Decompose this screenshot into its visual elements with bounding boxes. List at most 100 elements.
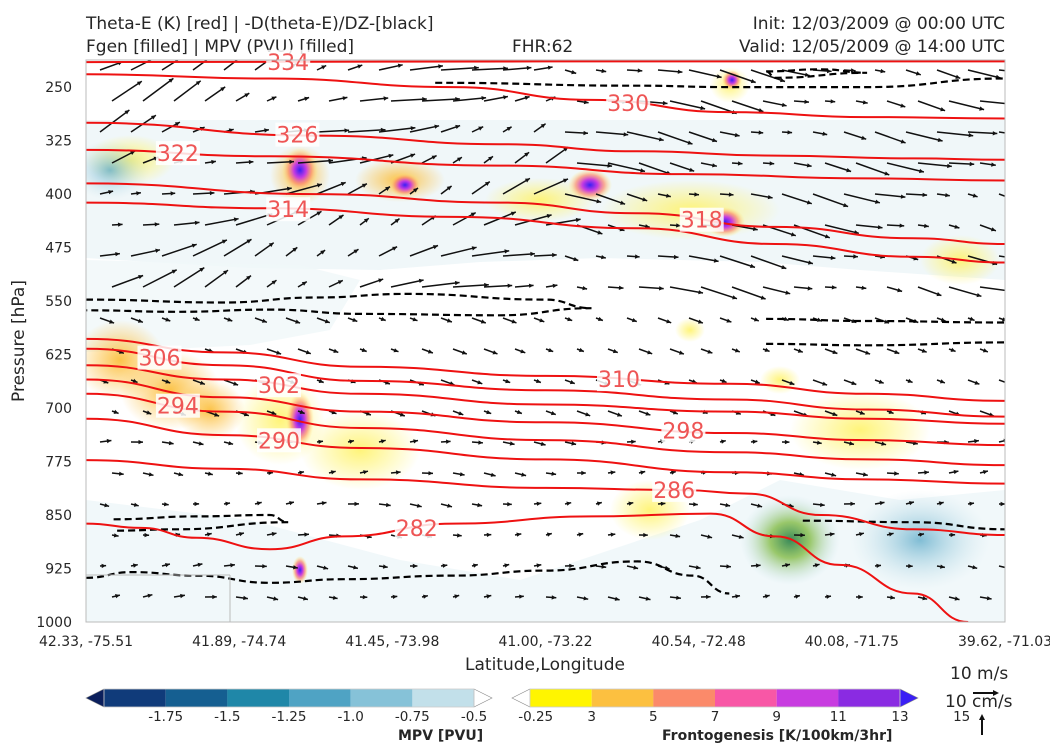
wind-vector-433 xyxy=(502,502,512,507)
wind-vector-342 xyxy=(483,410,492,415)
wind-vector-191 xyxy=(440,246,477,257)
wind-vector-290 xyxy=(731,348,741,353)
wind-vector-202 xyxy=(781,255,814,265)
wind-vector-89 xyxy=(998,131,1005,134)
wind-vector-189 xyxy=(378,246,398,257)
wind-vector-77 xyxy=(626,131,664,142)
wind-vector-414 xyxy=(855,472,868,477)
wind-vector-501 xyxy=(750,563,761,568)
y-tick-775: 775 xyxy=(45,455,72,471)
wind-vector-500 xyxy=(719,564,731,569)
wind-vector-133 xyxy=(502,177,531,195)
wind-vector-535 xyxy=(886,595,896,600)
wind-vector-383 xyxy=(812,440,822,445)
wind-vector-528 xyxy=(669,595,681,600)
stability-contour-4 xyxy=(766,341,1005,347)
wind-vector-506 xyxy=(905,563,913,569)
wind-vector-227 xyxy=(638,286,664,291)
wind-vector-282 xyxy=(483,348,498,355)
wind-vector-539 xyxy=(1011,595,1023,599)
wind-vector-505 xyxy=(874,563,882,568)
theta-e-label-bg-290 xyxy=(257,428,301,453)
wind-vector-368 xyxy=(347,439,355,444)
wind-vector-103 xyxy=(514,151,530,164)
wind-vector-137 xyxy=(626,193,648,202)
wind-vector-291 xyxy=(762,347,770,353)
wind-vector-325 xyxy=(874,379,884,384)
wind-vector-222 xyxy=(483,283,513,288)
wind-vector-403 xyxy=(514,472,527,477)
wind-vector-199 xyxy=(688,255,719,263)
wind-vector-371 xyxy=(440,439,451,444)
wind-vector-141 xyxy=(750,193,773,200)
fgen-colorbar-segment-5 xyxy=(838,689,900,707)
fgen-colorbar-tick-0: 3 xyxy=(587,709,596,725)
wind-vector-81 xyxy=(750,130,764,135)
wind-vector-136 xyxy=(595,193,626,205)
wind-vector-252 xyxy=(471,317,487,324)
wind-vector-184 xyxy=(223,238,252,257)
wind-vector-69 xyxy=(378,126,416,133)
wind-vector-217 xyxy=(328,279,344,288)
wind-vector-297 xyxy=(948,347,956,353)
wind-vector-150 xyxy=(111,222,123,227)
wind-vector-110 xyxy=(731,161,743,166)
wind-vector-413 xyxy=(824,472,837,477)
mpv-colorbar-label: MPV [PVU] xyxy=(398,728,484,744)
fgen-colorbar-tick-3: 9 xyxy=(772,709,781,725)
wind-vector-407 xyxy=(638,470,646,475)
wind-vector-221 xyxy=(452,282,489,288)
wind-vector-33 xyxy=(204,86,226,102)
mpv-colorbar-extend-low xyxy=(85,688,105,708)
wind-vector-390 xyxy=(111,471,124,476)
theta-e-contours xyxy=(86,60,1005,622)
wind-vector-25 xyxy=(874,68,886,74)
wind-vector-408 xyxy=(669,470,676,475)
wind-vector-183 xyxy=(192,239,228,257)
theta-e-label-bg-286 xyxy=(652,477,697,502)
wind-vector-327 xyxy=(936,379,946,384)
wind-vector-534 xyxy=(856,594,863,600)
wind-vector-490 xyxy=(410,563,418,569)
wind-vector-243 xyxy=(192,316,200,322)
wind-vector-224 xyxy=(545,283,558,288)
stability-contour-6 xyxy=(86,560,730,595)
wind-vector-214 xyxy=(235,275,252,288)
wind-vector-330 xyxy=(111,409,119,415)
wind-vector-481 xyxy=(130,563,138,568)
filled-region-25 xyxy=(760,366,800,394)
wind-vector-239 xyxy=(1011,286,1047,290)
wind-vector-247 xyxy=(316,317,331,324)
wind-vector-113 xyxy=(824,162,852,173)
wind-vector-7 xyxy=(316,64,327,71)
wind-vector-192 xyxy=(471,249,510,257)
wind-vector-435 xyxy=(564,501,572,506)
wind-vector-516 xyxy=(297,596,309,601)
wind-vector-196 xyxy=(595,255,606,260)
wind-vector-151 xyxy=(142,222,160,227)
wind-vector-138 xyxy=(657,193,671,198)
wind-vector-255 xyxy=(564,317,573,322)
wind-vector-437 xyxy=(626,501,634,506)
wind-vector-476 xyxy=(917,532,925,537)
wind-vector-432 xyxy=(471,502,483,508)
wind-vector-117 xyxy=(948,161,975,167)
wind-vector-455 xyxy=(266,531,277,537)
wind-vector-229 xyxy=(700,286,738,300)
wind-vector-36 xyxy=(297,96,310,102)
wind-vector-215 xyxy=(266,279,277,288)
wind-vector-298 xyxy=(979,348,989,353)
wind-vector-268 xyxy=(967,316,975,322)
wind-vector-374 xyxy=(533,441,546,446)
wind-vector-259 xyxy=(688,317,704,324)
wind-vector-144 xyxy=(843,193,881,204)
wind-vector-439 xyxy=(688,502,698,507)
wind-vector-484 xyxy=(223,563,235,568)
fgen-colorbar-extend-low xyxy=(511,688,531,708)
wind-vector-479 xyxy=(1011,534,1019,538)
wind-vector-473 xyxy=(824,532,835,537)
wind-vector-185 xyxy=(254,242,275,257)
wind-vector-343 xyxy=(514,409,523,415)
wind-vector-445 xyxy=(874,501,885,506)
